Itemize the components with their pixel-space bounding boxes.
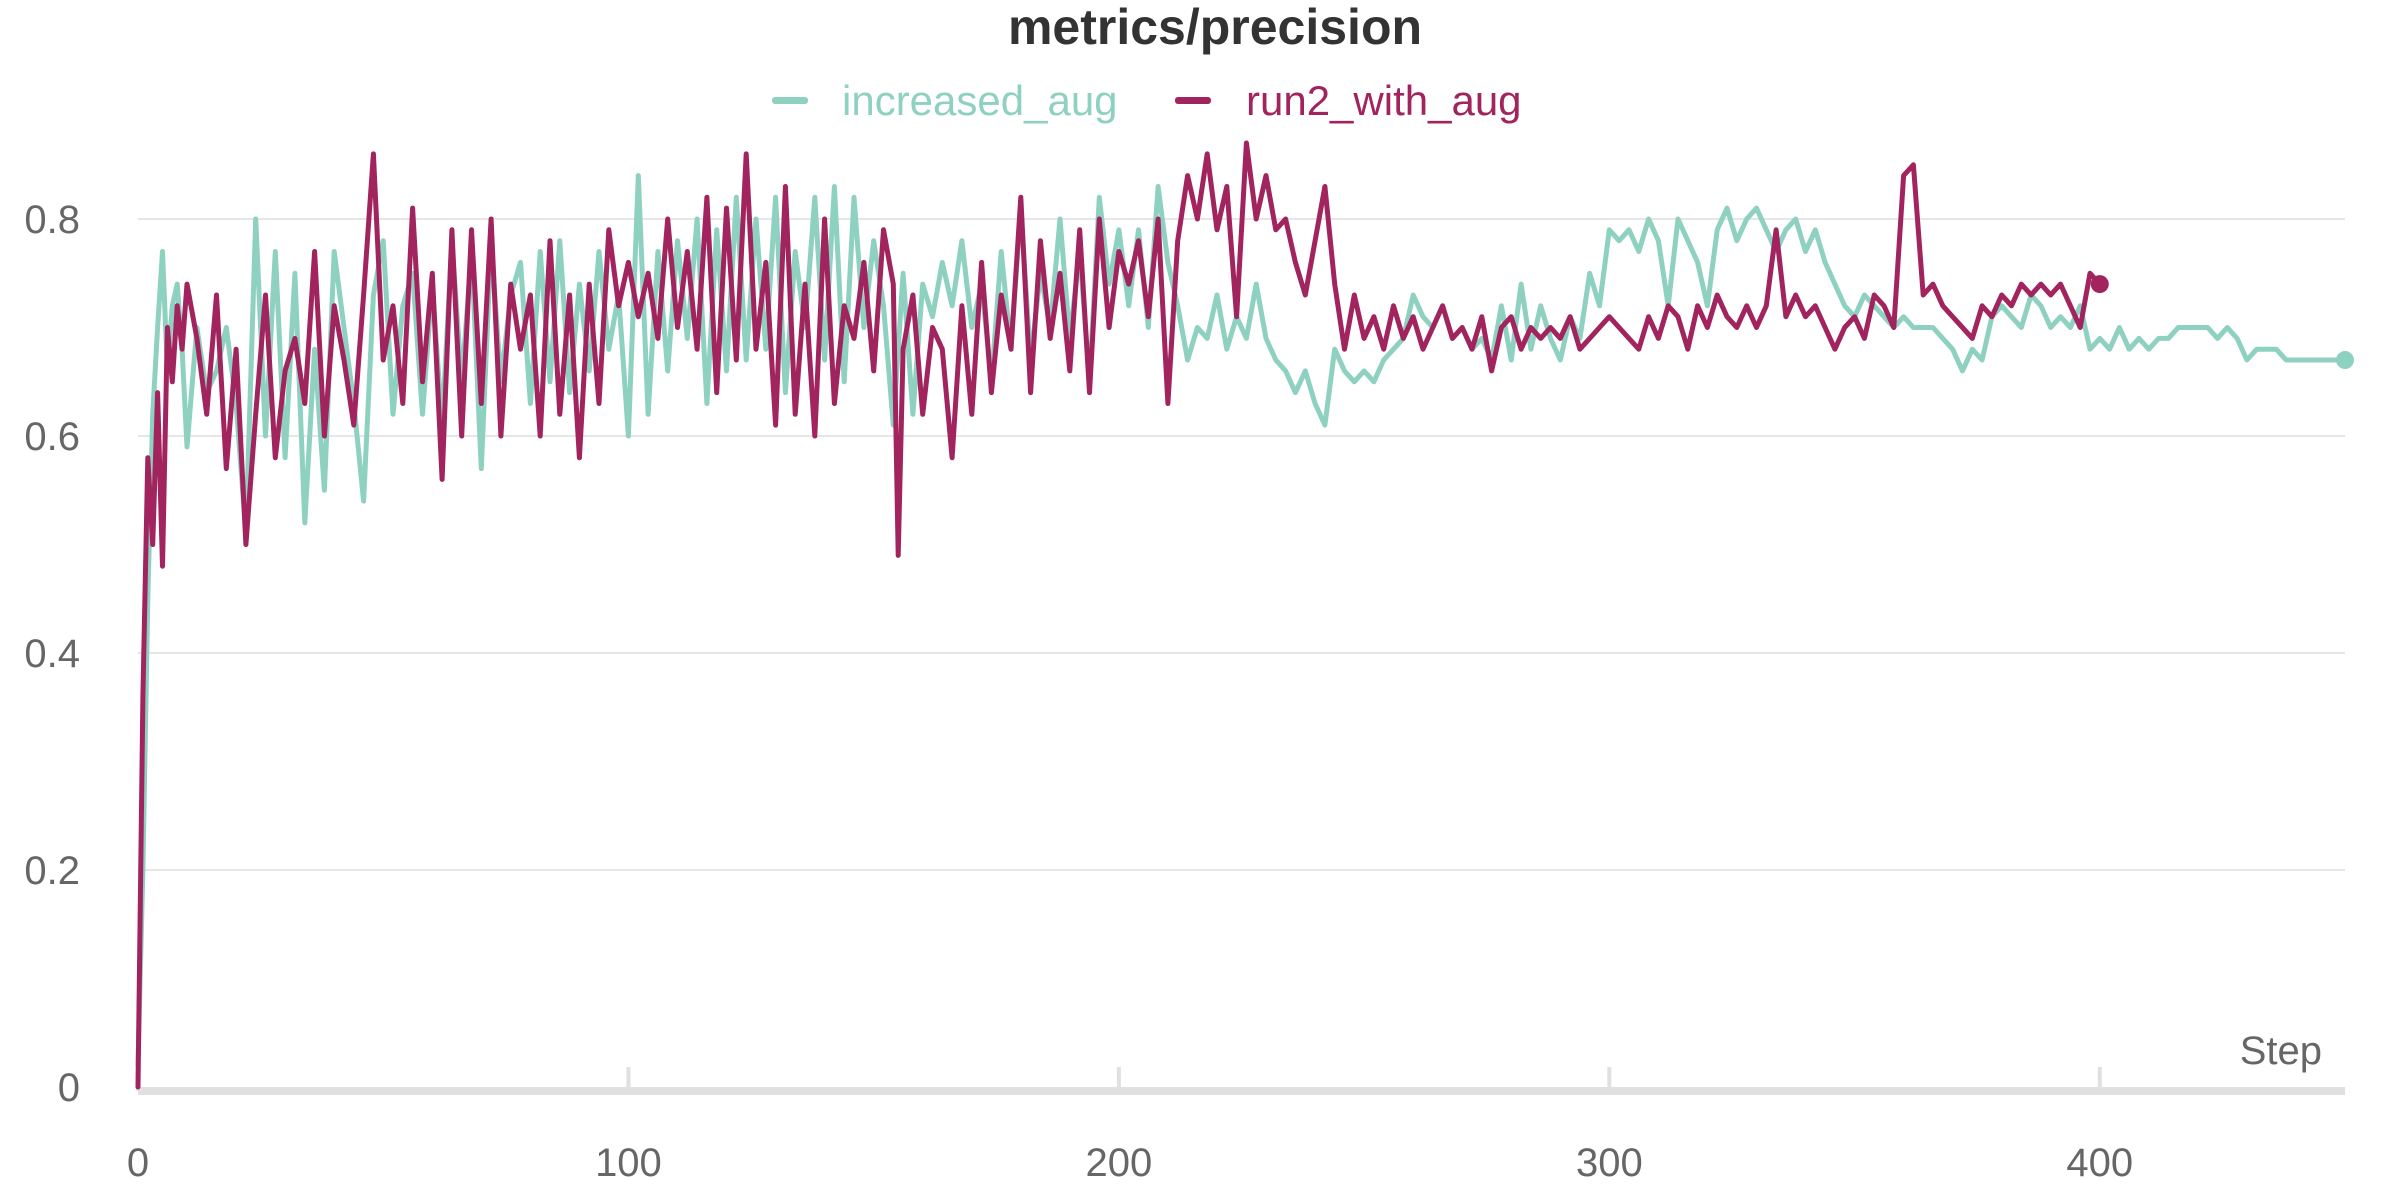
series-end-point-increased-aug[interactable] — [2336, 351, 2354, 370]
axes: 0 0.2 0.4 0.6 0.8 0 100 200 300 400 — [24, 198, 2345, 1185]
legend-swatch-increased-aug — [772, 97, 808, 104]
x-tick-label: 100 — [595, 1141, 662, 1185]
series-end-point-run2-with-aug[interactable] — [2090, 275, 2109, 294]
legend-item-run2-with-aug[interactable]: run2_with_aug — [1175, 77, 1522, 124]
x-tick-label: 0 — [127, 1141, 149, 1185]
legend[interactable]: increased_aug run2_with_aug — [772, 77, 1522, 124]
legend-swatch-run2-with-aug — [1175, 97, 1211, 104]
x-axis-label: Step — [2240, 1029, 2322, 1073]
y-tick-label: 0.6 — [24, 415, 80, 459]
legend-label-increased-aug: increased_aug — [842, 77, 1118, 124]
chart-title: metrics/precision — [1008, 0, 1422, 55]
y-tick-label: 0.4 — [24, 632, 80, 676]
y-tick-label: 0.8 — [24, 198, 80, 242]
series-lines[interactable] — [135, 140, 2354, 1090]
legend-label-run2-with-aug: run2_with_aug — [1246, 77, 1522, 124]
y-tick-label: 0.2 — [24, 849, 80, 893]
x-tick-label: 400 — [2066, 1141, 2133, 1185]
legend-item-increased-aug[interactable]: increased_aug — [772, 77, 1118, 124]
y-tick-label: 0 — [58, 1066, 80, 1110]
x-tick-label: 200 — [1086, 1141, 1153, 1185]
series-line-run2-with-aug[interactable] — [135, 140, 2103, 1090]
x-tick-label: 300 — [1576, 1141, 1643, 1185]
